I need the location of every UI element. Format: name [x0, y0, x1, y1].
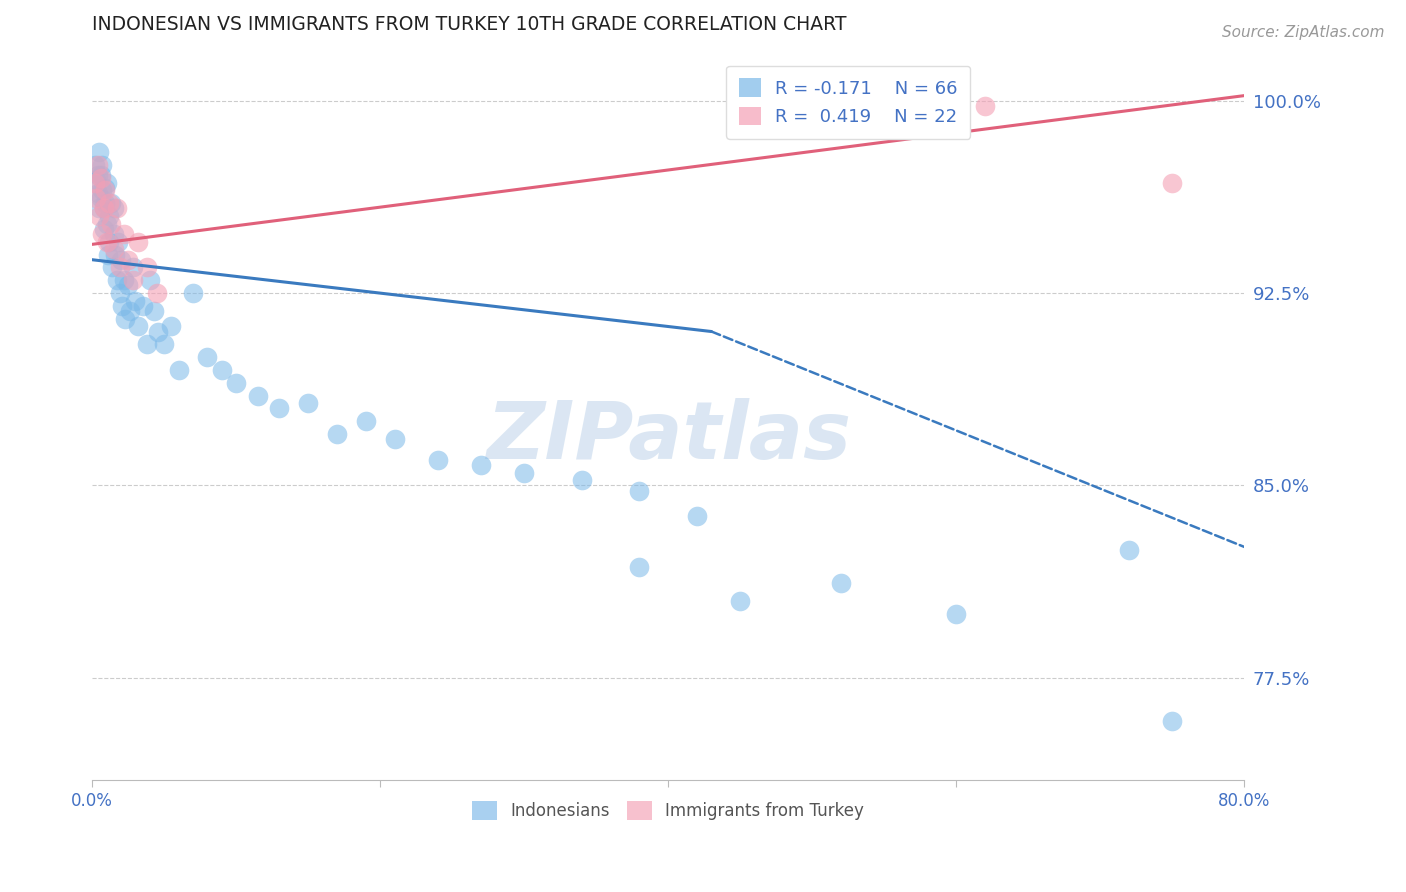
- Point: [112, 273, 135, 287]
- Point: [86, 191, 108, 205]
- Point: [107, 235, 129, 249]
- Point: [110, 252, 132, 267]
- Point: [86, 173, 108, 187]
- Point: [105, 202, 128, 216]
- Point: [118, 304, 141, 318]
- Point: [93, 202, 115, 216]
- Point: [730, 594, 752, 608]
- Point: [114, 311, 136, 326]
- Text: Source: ZipAtlas.com: Source: ZipAtlas.com: [1222, 25, 1385, 40]
- Point: [103, 243, 125, 257]
- Point: [96, 217, 118, 231]
- Point: [94, 181, 117, 195]
- Point: [211, 363, 233, 377]
- Point: [96, 235, 118, 249]
- Point: [98, 209, 121, 223]
- Point: [354, 414, 377, 428]
- Point: [117, 278, 139, 293]
- Point: [111, 299, 134, 313]
- Point: [148, 325, 170, 339]
- Point: [103, 227, 125, 241]
- Point: [160, 319, 183, 334]
- Point: [87, 168, 110, 182]
- Point: [426, 452, 449, 467]
- Point: [1118, 542, 1140, 557]
- Text: ZIPatlas: ZIPatlas: [485, 398, 851, 475]
- Point: [628, 483, 651, 498]
- Point: [97, 247, 120, 261]
- Point: [571, 473, 593, 487]
- Point: [153, 337, 176, 351]
- Point: [90, 170, 112, 185]
- Point: [146, 286, 169, 301]
- Point: [89, 145, 111, 159]
- Point: [121, 260, 143, 275]
- Point: [93, 222, 115, 236]
- Point: [93, 202, 115, 216]
- Point: [513, 466, 536, 480]
- Point: [108, 286, 131, 301]
- Point: [326, 427, 349, 442]
- Point: [98, 235, 121, 249]
- Point: [90, 191, 112, 205]
- Point: [100, 217, 122, 231]
- Point: [135, 260, 157, 275]
- Point: [143, 304, 166, 318]
- Point: [974, 99, 997, 113]
- Point: [1161, 176, 1184, 190]
- Point: [628, 560, 651, 574]
- Point: [91, 184, 114, 198]
- Point: [470, 458, 492, 472]
- Point: [246, 389, 269, 403]
- Point: [181, 286, 204, 301]
- Text: INDONESIAN VS IMMIGRANTS FROM TURKEY 10TH GRADE CORRELATION CHART: INDONESIAN VS IMMIGRANTS FROM TURKEY 10T…: [93, 15, 846, 34]
- Point: [94, 184, 117, 198]
- Point: [121, 273, 143, 287]
- Point: [89, 202, 111, 216]
- Point: [686, 509, 709, 524]
- Legend: Indonesians, Immigrants from Turkey: Indonesians, Immigrants from Turkey: [465, 794, 870, 827]
- Point: [945, 607, 967, 621]
- Point: [105, 273, 128, 287]
- Point: [197, 350, 219, 364]
- Point: [131, 299, 153, 313]
- Point: [269, 401, 291, 416]
- Point: [139, 273, 162, 287]
- Point: [127, 235, 149, 249]
- Point: [135, 337, 157, 351]
- Point: [297, 396, 319, 410]
- Point: [87, 186, 110, 200]
- Point: [167, 363, 190, 377]
- Point: [84, 158, 107, 172]
- Point: [104, 247, 127, 261]
- Point: [98, 196, 121, 211]
- Point: [117, 252, 139, 267]
- Point: [108, 260, 131, 275]
- Point: [96, 176, 118, 190]
- Point: [127, 319, 149, 334]
- Point: [384, 432, 406, 446]
- Point: [112, 227, 135, 241]
- Point: [225, 376, 247, 390]
- Point: [84, 176, 107, 190]
- Point: [1161, 714, 1184, 729]
- Point: [89, 209, 111, 223]
- Point: [103, 202, 125, 216]
- Point: [830, 575, 852, 590]
- Point: [90, 168, 112, 182]
- Point: [91, 227, 114, 241]
- Point: [91, 158, 114, 172]
- Point: [94, 196, 117, 211]
- Point: [124, 293, 146, 308]
- Point: [100, 196, 122, 211]
- Point: [87, 158, 110, 172]
- Point: [101, 260, 124, 275]
